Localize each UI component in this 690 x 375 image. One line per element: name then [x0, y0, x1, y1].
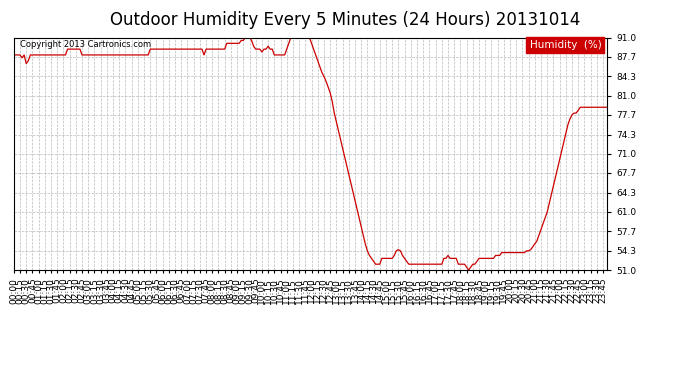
Text: Outdoor Humidity Every 5 Minutes (24 Hours) 20131014: Outdoor Humidity Every 5 Minutes (24 Hou… [110, 11, 580, 29]
Text: Humidity  (%): Humidity (%) [529, 40, 601, 50]
Text: Copyright 2013 Cartronics.com: Copyright 2013 Cartronics.com [20, 40, 151, 49]
